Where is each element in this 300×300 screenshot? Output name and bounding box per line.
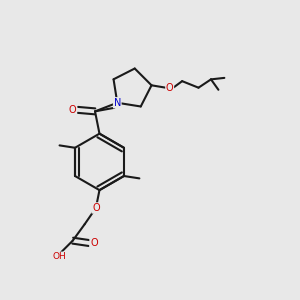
Text: O: O bbox=[92, 203, 100, 213]
Text: O: O bbox=[69, 105, 76, 115]
Text: O: O bbox=[166, 83, 173, 93]
Text: OH: OH bbox=[52, 252, 66, 261]
Text: N: N bbox=[114, 98, 121, 108]
Text: O: O bbox=[90, 238, 98, 248]
